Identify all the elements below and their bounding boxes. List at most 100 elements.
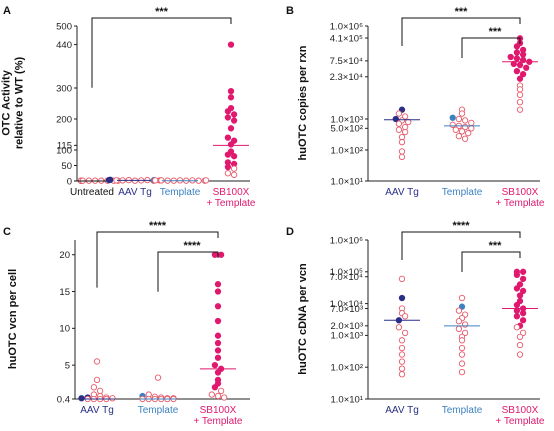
data-point: [398, 365, 406, 372]
significance-label: ***: [489, 240, 503, 252]
y-tick-label: 2.3×10⁴: [330, 72, 363, 83]
category-label: AAV Tg: [80, 405, 114, 416]
data-point: [513, 313, 521, 320]
data-point: [227, 94, 235, 101]
data-point: [214, 369, 222, 376]
y-tick-label: 4.1×10⁵: [330, 33, 363, 44]
data-point: [214, 347, 222, 354]
data-point: [395, 126, 403, 133]
data-point: [458, 368, 466, 376]
category-label: AAV Tg: [385, 187, 419, 198]
y-tick-label: 1.0×10³: [331, 331, 364, 342]
y-tick-label: 500: [56, 21, 72, 32]
data-point: [395, 110, 403, 117]
data-point: [516, 281, 524, 288]
data-point: [211, 384, 219, 391]
y-tick-label: 100: [56, 145, 72, 156]
data-point: [224, 108, 232, 115]
y-tick-label: 0: [67, 176, 72, 187]
data-point: [513, 271, 521, 279]
y-tick-label: 440: [56, 40, 72, 51]
data-point: [523, 64, 530, 71]
data-point: [154, 374, 162, 381]
data-point: [398, 294, 406, 302]
data-point: [519, 70, 527, 78]
category-label: + Template: [495, 416, 544, 427]
category-label: Template: [138, 405, 179, 416]
data-point: [152, 177, 159, 184]
category-label: AAV Tg: [118, 187, 152, 198]
y-tick-label: 115: [57, 141, 72, 152]
data-point: [93, 358, 101, 365]
data-point: [208, 391, 215, 398]
data-point: [230, 165, 238, 172]
y-tick-label: 1.0×10⁶: [330, 235, 363, 246]
category-label: Template: [160, 187, 201, 198]
y-tick-label: 7.5×10⁴: [330, 56, 363, 67]
data-point: [513, 55, 521, 62]
data-point: [398, 358, 406, 365]
data-point: [449, 121, 456, 128]
data-point: [513, 67, 521, 75]
category-label: SB100X: [502, 405, 539, 416]
data-point: [458, 303, 466, 310]
y-tick-label: 5: [65, 360, 70, 371]
y-tick-label: 1.0×10²: [331, 145, 364, 156]
data-point: [458, 337, 466, 344]
data-point: [214, 354, 222, 361]
significance-label: ****: [452, 220, 470, 232]
y-tick-label: 1.0×10⁵: [330, 267, 363, 278]
data-point: [217, 387, 225, 395]
data-point: [516, 91, 524, 99]
y-tick-label: 7.0×10³: [331, 304, 364, 315]
data-point: [458, 294, 466, 302]
data-point: [516, 333, 524, 341]
data-point: [519, 287, 527, 295]
data-point: [461, 117, 469, 124]
data-point: [516, 75, 524, 82]
category-label: Untreated: [70, 187, 114, 198]
y-tick-label: 10: [59, 324, 70, 335]
data-point: [217, 251, 225, 258]
category-label: Template: [442, 405, 483, 416]
category-label: AAV Tg: [385, 405, 419, 416]
data-point: [458, 128, 466, 135]
data-point: [224, 114, 232, 121]
category-label: + Template: [193, 416, 242, 427]
data-point: [510, 60, 517, 68]
data-point: [519, 317, 527, 324]
significance-bracket: [96, 231, 219, 288]
panel-letter: A: [3, 5, 11, 17]
data-point: [392, 115, 399, 123]
significance-bracket: [461, 251, 521, 272]
data-point: [401, 128, 409, 136]
data-point: [455, 318, 463, 325]
data-point: [455, 115, 463, 123]
significance-label: ***: [489, 26, 503, 38]
data-point: [224, 170, 232, 177]
y-tick-label: 300: [56, 83, 72, 94]
y-tick-label: 0.4: [57, 394, 70, 405]
data-point: [455, 325, 463, 333]
data-point: [516, 61, 524, 69]
data-point: [224, 134, 232, 141]
data-point: [519, 275, 527, 283]
y-axis-label: huOTC copies per rxn: [297, 45, 309, 160]
data-point: [513, 43, 521, 50]
significance-label: ***: [155, 6, 169, 18]
data-point: [461, 321, 469, 328]
data-point: [519, 51, 527, 58]
data-point: [401, 313, 409, 320]
significance-bracket: [91, 17, 232, 88]
data-point: [109, 395, 116, 402]
data-point: [516, 351, 524, 358]
data-point: [461, 135, 469, 142]
y-tick-label: 1.0×10⁶: [330, 21, 363, 32]
y-axis-label: huOTC vcn per cell: [7, 269, 19, 369]
data-point: [516, 341, 524, 349]
data-point: [465, 129, 472, 137]
category-label: Template: [442, 187, 483, 198]
data-point: [214, 392, 222, 400]
